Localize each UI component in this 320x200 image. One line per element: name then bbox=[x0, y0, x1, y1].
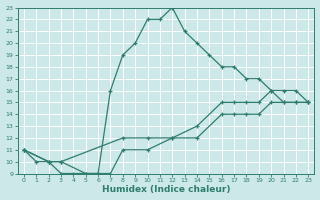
X-axis label: Humidex (Indice chaleur): Humidex (Indice chaleur) bbox=[102, 185, 230, 194]
